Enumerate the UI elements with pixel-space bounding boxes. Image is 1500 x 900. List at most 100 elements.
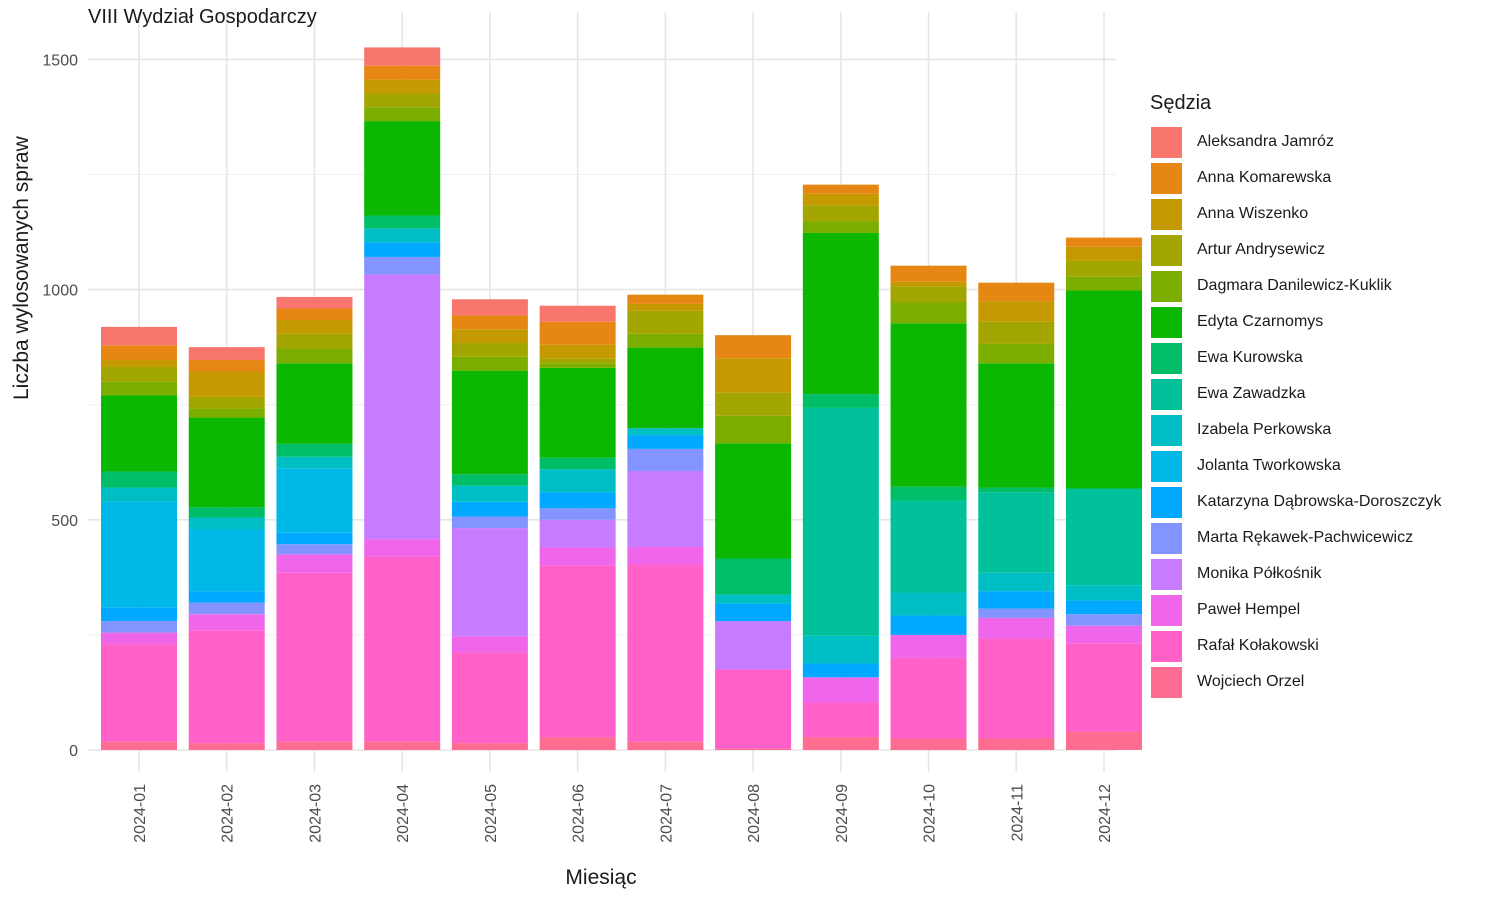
legend-label: Anna Wiszenko [1197,205,1309,222]
legend-swatch [1150,665,1183,699]
bar-segment [715,594,792,604]
bar-segment [1066,276,1142,291]
bar-segment [539,321,616,345]
bar-segment [539,519,616,548]
bar-segment [539,492,616,509]
bar-segment [890,500,967,593]
y-tick-label: 500 [51,513,78,530]
bar-segment [890,615,967,635]
legend-item: Ewa Zawadzka [1150,376,1442,412]
bar-segment [802,184,879,194]
legend-label: Katarzyna Dąbrowska-Doroszczyk [1197,493,1442,510]
bar-segment [978,343,1055,364]
bar-segment [101,345,177,361]
bar-segment [539,469,616,493]
bar-segment [978,591,1055,609]
bar-segment [101,395,177,472]
y-axis-title: Liczba wylosowanych spraw [10,136,33,400]
bar-segment [539,363,616,368]
bar-segment [978,638,1055,739]
bar-segment [364,107,441,122]
bar-segment [276,443,353,457]
bar-segment [539,508,616,520]
x-tick-label: 2024-11 [1009,784,1026,842]
bar-segment [188,408,265,418]
legend-label: Anna Komarewska [1197,169,1332,186]
legend-swatch [1150,125,1183,159]
bar-segment [276,468,353,533]
legend-swatch [1150,233,1183,267]
legend-items: Aleksandra Jamróz Anna Komarewska Anna Wis… [1150,124,1442,700]
bar-segment [364,47,441,66]
bar-segment [890,286,967,303]
legend-item: Katarzyna Dąbrowska-Doroszczyk [1150,484,1442,520]
bar-segment [276,741,353,750]
bars [101,47,1142,750]
legend-swatch [1150,557,1183,591]
y-tick-label: 0 [69,743,78,760]
bar-segment [188,417,265,508]
bar-segment [364,539,441,557]
x-tick-label: 2024-10 [922,784,939,843]
x-tick-label: 2024-03 [307,784,324,843]
bar-segment [364,121,441,216]
legend-swatch [1150,485,1183,519]
bar-segment [802,221,879,233]
legend-label: Ewa Zawadzka [1197,385,1306,402]
legend-label: Monika Półkośnik [1197,565,1322,582]
bar-segment [101,741,177,750]
bar-segment [715,748,792,750]
legend-label: Wojciech Orzel [1197,673,1305,690]
legend-swatch [1150,413,1183,447]
bar-segment [802,737,879,750]
bar-segment [364,215,441,229]
bar-segment [1066,625,1142,644]
bar-segment [978,608,1055,618]
legend-swatch [1150,521,1183,555]
y-tick-label: 1500 [42,52,78,69]
bar-segment [276,554,353,573]
bar-segment [539,344,616,359]
bar-segment [276,333,353,349]
bar-segment [276,319,353,334]
legend-label: Marta Rękawek-Pachwicewicz [1197,529,1414,546]
x-tick-label: 2024-04 [395,784,412,843]
legend-item: Anna Wiszenko [1150,196,1442,232]
x-tick-label: 2024-08 [746,784,763,843]
bar-segment [101,621,177,633]
bar-segment [715,358,792,393]
legend-title: Sędzia [1150,92,1212,114]
bar-segment [539,457,616,470]
x-tick-label: 2024-09 [834,784,851,843]
bar-segment [451,474,528,486]
bar-segment [188,347,265,361]
bar-segment [364,79,441,94]
bar-segment [539,367,616,458]
bar-segment [539,737,616,750]
bar-segment [539,305,616,322]
bar-segment [451,299,528,316]
bar-segment [715,669,792,749]
bar-segment [364,93,441,108]
bar-segment [890,592,967,616]
bar-segment [451,343,528,357]
bar-segment [539,358,616,364]
bar-segment [627,564,704,742]
bar-segment [978,492,1055,573]
legend-label: Dagmara Danilewicz-Kuklik [1197,277,1392,294]
bar-segment [539,547,616,566]
bar-segment [627,347,704,429]
chart-title: VIII Wydział Gospodarczy [88,6,317,28]
bar-segment [1066,237,1142,247]
legend-item: Aleksandra Jamróz [1150,124,1442,160]
bar-segment [276,308,353,320]
bar-segment [101,632,177,645]
bar-segment [978,617,1055,639]
bar-segment [188,591,265,603]
bar-segment [627,428,704,436]
bar-segment [802,663,879,678]
bar-segment [101,487,177,502]
legend-swatch [1150,449,1183,483]
bar-segment [364,741,441,750]
